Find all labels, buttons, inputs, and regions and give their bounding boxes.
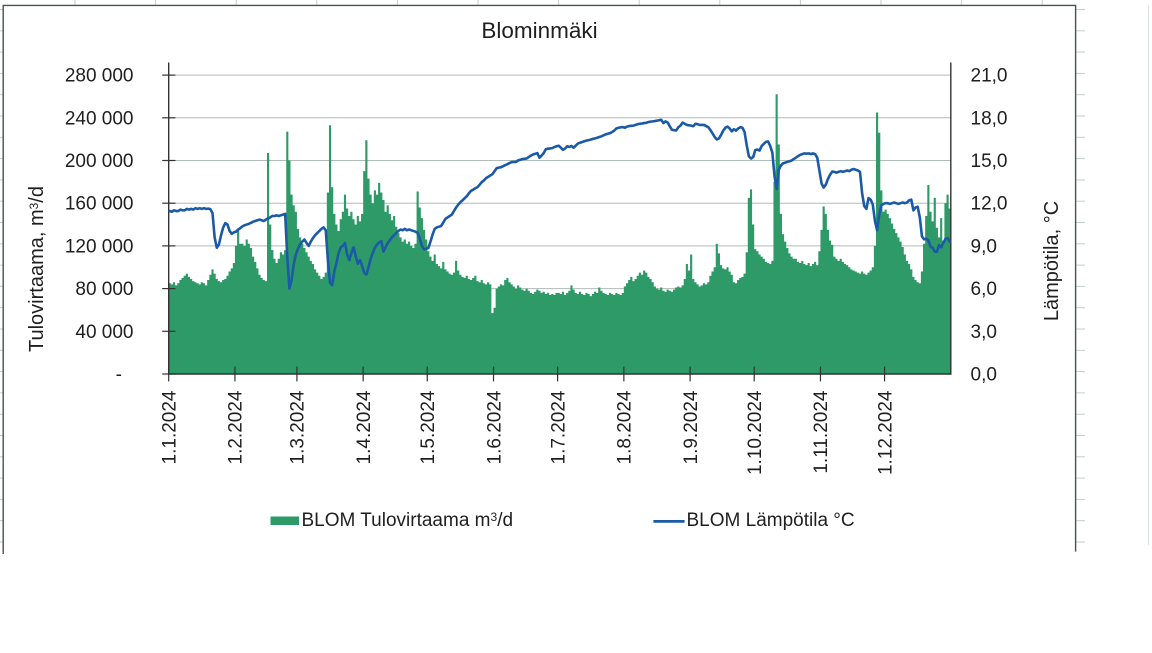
svg-text:240 000: 240 000 bbox=[65, 108, 134, 129]
svg-text:BLOM Lämpötila °C: BLOM Lämpötila °C bbox=[687, 510, 855, 531]
svg-text:0,0: 0,0 bbox=[971, 365, 997, 386]
svg-text:18,0: 18,0 bbox=[971, 108, 1008, 129]
svg-text:21,0: 21,0 bbox=[971, 66, 1008, 87]
svg-text:160 000: 160 000 bbox=[65, 194, 134, 215]
svg-text:1.10.2024: 1.10.2024 bbox=[745, 390, 766, 475]
svg-text:1.2.2024: 1.2.2024 bbox=[226, 390, 247, 464]
svg-text:120 000: 120 000 bbox=[65, 236, 134, 257]
svg-text:12,0: 12,0 bbox=[971, 194, 1008, 215]
svg-text:1.1.2024: 1.1.2024 bbox=[160, 390, 181, 464]
svg-text:Lämpötila, °C: Lämpötila, °C bbox=[1041, 201, 1063, 321]
svg-text:1.8.2024: 1.8.2024 bbox=[615, 390, 636, 464]
svg-text:1.12.2024: 1.12.2024 bbox=[875, 390, 896, 475]
svg-text:6,0: 6,0 bbox=[971, 279, 997, 300]
svg-text:3,0: 3,0 bbox=[971, 322, 997, 343]
svg-text:1.7.2024: 1.7.2024 bbox=[548, 390, 569, 464]
svg-text:Blominmäki: Blominmäki bbox=[481, 18, 597, 43]
svg-text:280 000: 280 000 bbox=[65, 66, 134, 87]
svg-text:15,0: 15,0 bbox=[971, 151, 1008, 172]
svg-text:1.5.2024: 1.5.2024 bbox=[418, 390, 439, 464]
svg-text:BLOM Tulovirtaama m3/d: BLOM Tulovirtaama m3/d bbox=[302, 510, 514, 531]
svg-text:200 000: 200 000 bbox=[65, 151, 134, 172]
svg-text:Tulovirtaama, m3/d: Tulovirtaama, m3/d bbox=[26, 186, 48, 352]
svg-text:9,0: 9,0 bbox=[971, 236, 997, 257]
svg-text:-: - bbox=[116, 365, 122, 386]
svg-text:80 000: 80 000 bbox=[75, 279, 133, 300]
svg-text:1.9.2024: 1.9.2024 bbox=[681, 390, 702, 464]
svg-text:1.4.2024: 1.4.2024 bbox=[354, 390, 375, 464]
svg-text:40 000: 40 000 bbox=[75, 322, 133, 343]
svg-text:1.3.2024: 1.3.2024 bbox=[288, 390, 309, 464]
svg-text:1.6.2024: 1.6.2024 bbox=[484, 390, 505, 464]
svg-text:1.11.2024: 1.11.2024 bbox=[811, 390, 832, 474]
